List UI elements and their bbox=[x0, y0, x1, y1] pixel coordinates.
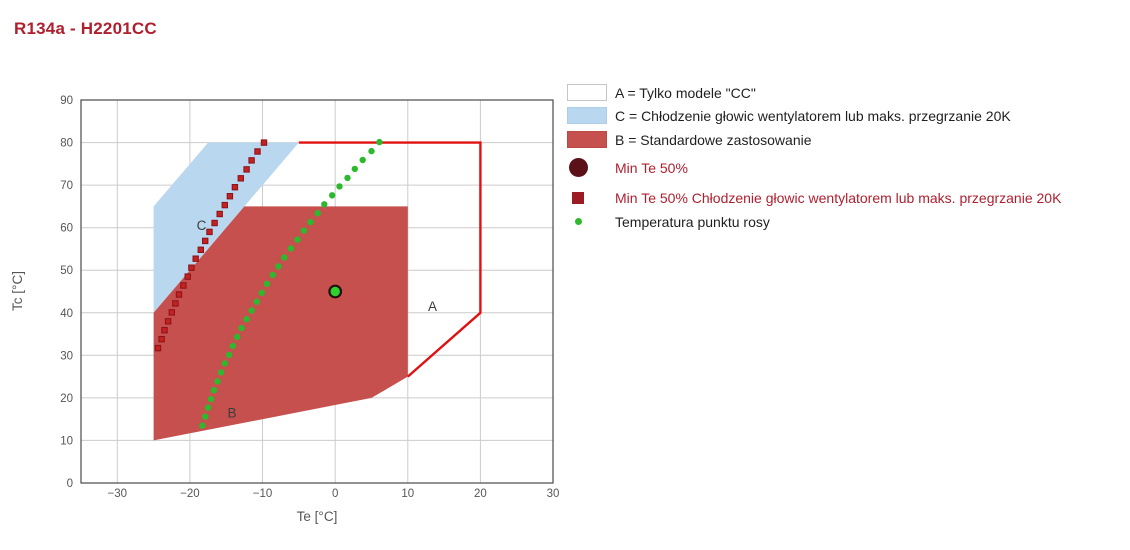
legend-item-region-b: B = Standardowe zastosowanie bbox=[567, 130, 1080, 150]
legend-item-min-te-fan: Min Te 50% Chłodzenie głowic wentylatore… bbox=[567, 188, 1080, 208]
svg-text:30: 30 bbox=[60, 350, 73, 362]
legend-label: B = Standardowe zastosowanie bbox=[615, 132, 812, 148]
legend-label: Min Te 50% bbox=[615, 160, 688, 176]
svg-text:−20: −20 bbox=[180, 488, 200, 500]
svg-text:B: B bbox=[227, 405, 236, 420]
legend-swatch-region-a bbox=[567, 84, 607, 101]
svg-text:C: C bbox=[197, 218, 207, 233]
dew-point-dot-icon bbox=[575, 218, 582, 225]
legend-swatch-region-b bbox=[567, 131, 607, 148]
legend-label: A = Tylko modele "CC" bbox=[615, 85, 756, 101]
legend-item-region-c: C = Chłodzenie głowic wentylatorem lub m… bbox=[567, 106, 1080, 126]
legend-swatch-region-c bbox=[567, 107, 607, 124]
svg-text:90: 90 bbox=[60, 95, 73, 107]
svg-text:0: 0 bbox=[332, 488, 338, 500]
legend: A = Tylko modele "CC" C = Chłodzenie gło… bbox=[567, 83, 1080, 232]
svg-text:10: 10 bbox=[60, 435, 73, 447]
min-te-circle-icon bbox=[569, 158, 588, 177]
legend-item-region-a: A = Tylko modele "CC" bbox=[567, 83, 1080, 103]
legend-item-dew-point: Temperatura punktu rosy bbox=[567, 212, 1080, 232]
svg-text:−30: −30 bbox=[108, 488, 128, 500]
svg-text:40: 40 bbox=[60, 308, 73, 320]
min-te-square-icon bbox=[572, 192, 584, 204]
svg-text:0: 0 bbox=[67, 478, 73, 490]
legend-label: C = Chłodzenie głowic wentylatorem lub m… bbox=[615, 108, 1011, 124]
page-title: R134a - H2201CC bbox=[14, 19, 157, 38]
svg-text:70: 70 bbox=[60, 180, 73, 192]
svg-text:30: 30 bbox=[547, 488, 560, 500]
svg-text:20: 20 bbox=[474, 488, 487, 500]
legend-label: Temperatura punktu rosy bbox=[615, 214, 770, 230]
svg-text:10: 10 bbox=[401, 488, 414, 500]
svg-text:20: 20 bbox=[60, 393, 73, 405]
svg-text:60: 60 bbox=[60, 223, 73, 235]
svg-text:50: 50 bbox=[60, 265, 73, 277]
svg-text:Tc [°C]: Tc [°C] bbox=[10, 271, 25, 311]
svg-text:−10: −10 bbox=[253, 488, 273, 500]
svg-text:80: 80 bbox=[60, 138, 73, 150]
legend-label: Min Te 50% Chłodzenie głowic wentylatore… bbox=[615, 190, 1062, 206]
legend-item-min-te: Min Te 50% bbox=[567, 158, 1080, 178]
svg-text:A: A bbox=[428, 299, 437, 314]
svg-text:Te [°C]: Te [°C] bbox=[297, 509, 338, 524]
